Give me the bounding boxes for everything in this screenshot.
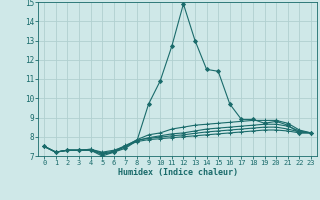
X-axis label: Humidex (Indice chaleur): Humidex (Indice chaleur)	[118, 168, 238, 177]
